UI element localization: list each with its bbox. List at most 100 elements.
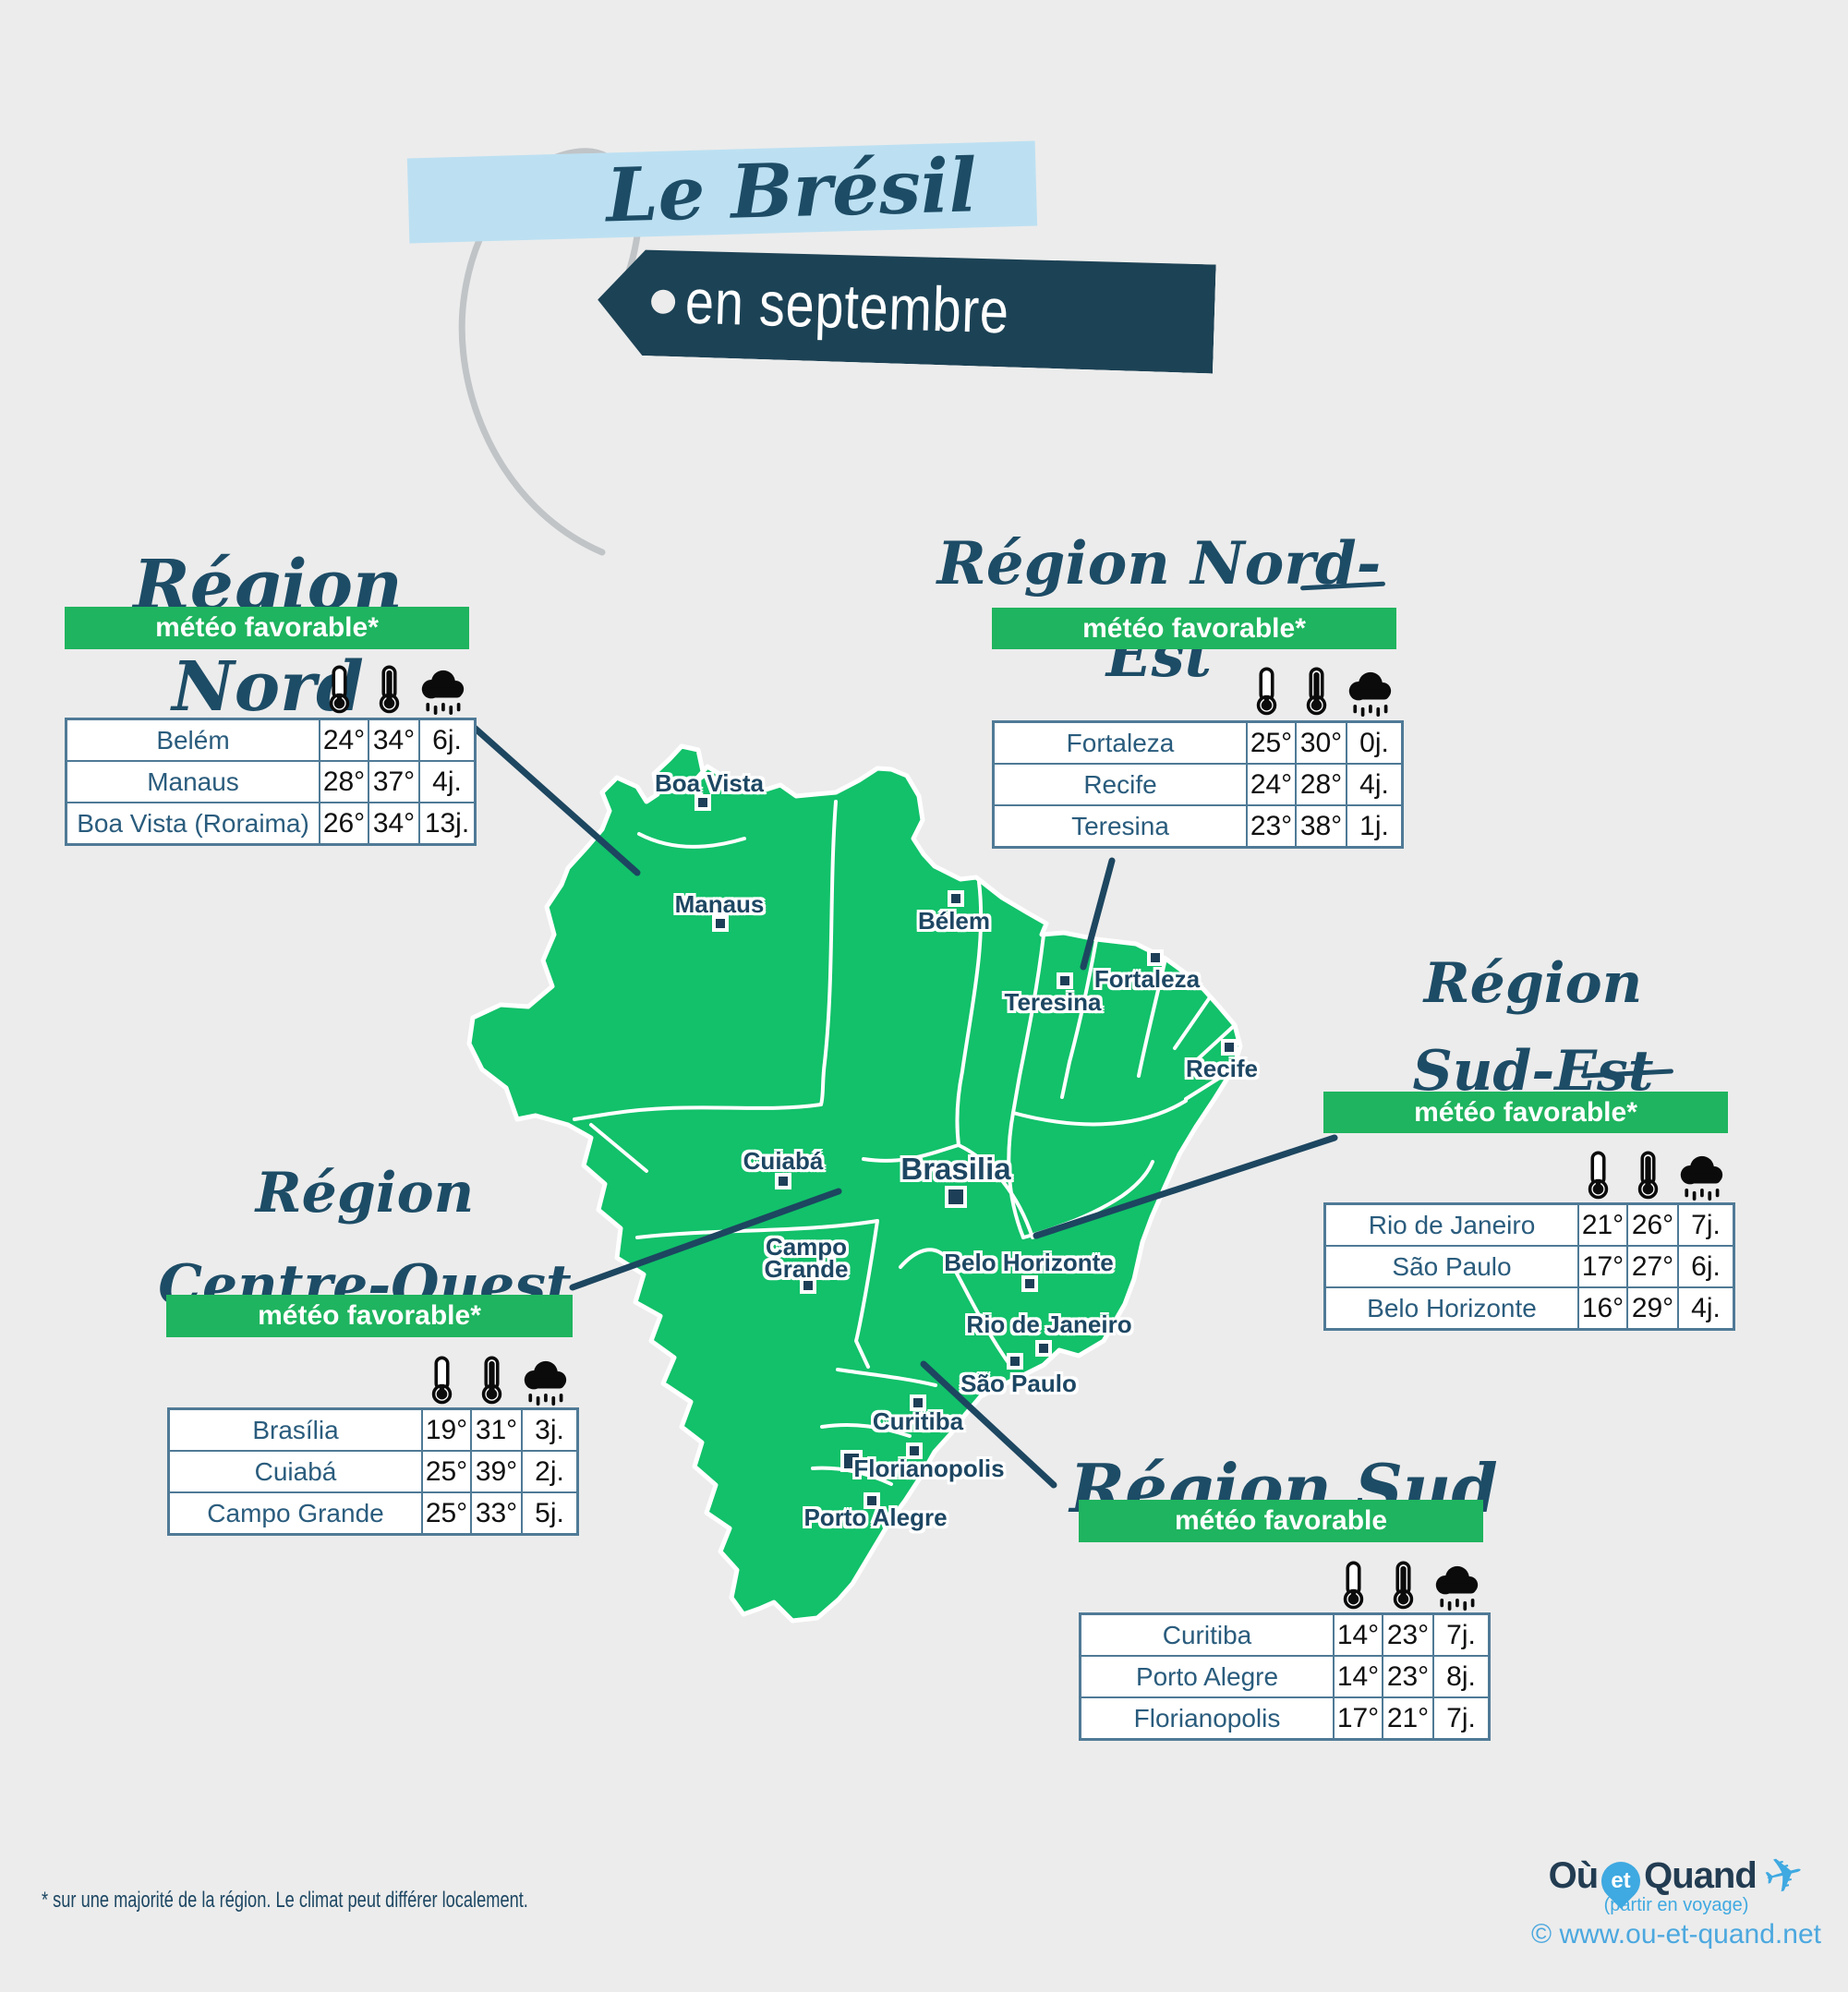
thermometer-max-icon xyxy=(466,1353,517,1406)
table-row: Belo Horizonte 16° 29° 4j. xyxy=(1326,1286,1733,1328)
city-cell: Curitiba xyxy=(1162,1620,1252,1649)
logo-tagline: (partir en voyage) xyxy=(1603,1895,1749,1915)
rain-days-cell: 4j. xyxy=(418,762,474,802)
table-row: Boa Vista (Roraima) 26° 34° 13j. xyxy=(67,802,474,843)
max-temp-cell: 27° xyxy=(1626,1247,1677,1286)
rain-days-cell: 5j. xyxy=(521,1493,576,1533)
table-row: Belém 24° 34° 6j. xyxy=(67,720,474,760)
table-row: Curitiba 14° 23° 7j. xyxy=(1081,1615,1488,1655)
table-row: Recife 24° 28° 4j. xyxy=(995,763,1401,804)
thermometer-min-icon xyxy=(1242,664,1291,717)
marker-sao-paulo xyxy=(1007,1353,1023,1370)
title-banner: Le Brésil xyxy=(406,140,1038,244)
min-temp-cell: 25° xyxy=(421,1493,470,1533)
max-temp-cell: 31° xyxy=(470,1410,521,1450)
region-title-line1: Région xyxy=(255,1160,475,1225)
table-row: Florianopolis 17° 21° 7j. xyxy=(1081,1696,1488,1738)
marker-cuiaba xyxy=(775,1173,791,1189)
max-temp-cell: 21° xyxy=(1382,1698,1432,1738)
min-temp-cell: 17° xyxy=(1333,1698,1382,1738)
city-cell: São Paulo xyxy=(1392,1251,1512,1281)
map-label-recife: Recife xyxy=(1185,1055,1259,1082)
copyright-url: © www.ou-et-quand.net xyxy=(1531,1919,1821,1950)
min-temp-cell: 17° xyxy=(1577,1247,1626,1286)
weather-badge: météo favorable* xyxy=(65,607,469,649)
connector-nord xyxy=(465,719,641,876)
region-title-line1: Région xyxy=(1423,950,1643,1016)
min-temp-cell: 28° xyxy=(319,762,368,802)
rain-days-cell: 7j. xyxy=(1677,1205,1733,1245)
rain-days-cell: 3j. xyxy=(521,1410,576,1450)
connector-sud-est xyxy=(1033,1134,1338,1239)
rain-days-cell: 8j. xyxy=(1432,1657,1488,1696)
rain-days-cell: 2j. xyxy=(521,1452,576,1491)
city-cell: Manaus xyxy=(147,767,239,796)
marker-florianopolis xyxy=(906,1443,923,1459)
thermometer-min-icon xyxy=(1574,1148,1623,1201)
city-cell: Fortaleza xyxy=(1066,728,1175,757)
map-label-campo-grande: Campo Grande xyxy=(764,1233,849,1283)
map-label-boa-vista: Boa Vista xyxy=(654,769,765,797)
connector-centre-ouest xyxy=(569,1188,842,1291)
table-row: Campo Grande 25° 33° 5j. xyxy=(170,1491,576,1533)
tag-hole-icon xyxy=(651,289,676,314)
brazil-landmass xyxy=(466,743,1243,1624)
max-temp-cell: 23° xyxy=(1382,1657,1432,1696)
city-cell: Teresina xyxy=(1071,811,1169,840)
max-temp-cell: 30° xyxy=(1295,723,1346,763)
max-temp-cell: 38° xyxy=(1295,806,1346,846)
marker-recife xyxy=(1221,1039,1238,1056)
rain-cloud-icon xyxy=(415,669,470,715)
rain-days-cell: 7j. xyxy=(1432,1698,1488,1738)
map-label-teresina: Teresina xyxy=(1004,988,1102,1016)
city-cell: Florianopolis xyxy=(1133,1703,1281,1732)
marker-curitiba xyxy=(910,1394,926,1411)
max-temp-cell: 34° xyxy=(368,803,418,843)
table-row: Fortaleza 25° 30° 0j. xyxy=(995,723,1401,763)
map-label-rio-de-janeiro: Rio de Janeiro xyxy=(966,1310,1132,1338)
weather-table: Belém 24° 34° 6j. Manaus 28° 37° 4j. Boa… xyxy=(65,718,477,846)
weather-table: Brasília 19° 31° 3j. Cuiabá 25° 39° 2j. … xyxy=(167,1407,579,1536)
table-row: Manaus 28° 37° 4j. xyxy=(67,760,474,802)
thermometer-min-icon xyxy=(417,1353,466,1406)
weather-table: Rio de Janeiro 21° 26° 7j. São Paulo 17°… xyxy=(1323,1202,1735,1331)
city-cell: Recife xyxy=(1083,769,1157,799)
rain-days-cell: 0j. xyxy=(1346,723,1401,763)
marker-porto-alegre xyxy=(864,1492,880,1509)
table-row: Brasília 19° 31° 3j. xyxy=(170,1410,576,1450)
rain-days-cell: 13j. xyxy=(418,803,474,843)
month-tag-label: en septembre xyxy=(683,266,1010,347)
city-cell: Rio de Janeiro xyxy=(1368,1210,1536,1239)
rain-cloud-icon xyxy=(1429,1564,1484,1611)
thermometer-max-icon xyxy=(364,662,415,715)
connector-nord-est xyxy=(1080,857,1116,971)
connector-sud xyxy=(920,1360,1057,1489)
max-temp-cell: 39° xyxy=(470,1452,521,1491)
footnote: * sur une majorité de la région. Le clim… xyxy=(42,1888,528,1913)
min-temp-cell: 23° xyxy=(1246,806,1295,846)
min-temp-cell: 19° xyxy=(421,1410,470,1450)
city-cell: Cuiabá xyxy=(254,1456,337,1486)
marker-brasilia xyxy=(945,1186,967,1208)
min-temp-cell: 14° xyxy=(1333,1615,1382,1655)
city-markers xyxy=(695,794,1238,1509)
city-cell: Porto Alegre xyxy=(1135,1661,1279,1691)
min-temp-cell: 25° xyxy=(421,1452,470,1491)
city-cell: Belém xyxy=(156,725,230,755)
max-temp-cell: 29° xyxy=(1626,1288,1677,1328)
table-row: Cuiabá 25° 39° 2j. xyxy=(170,1450,576,1491)
map-label-florianopolis: Florianopolis xyxy=(853,1455,1005,1482)
min-temp-cell: 16° xyxy=(1577,1288,1626,1328)
page-title: Le Brésil xyxy=(604,141,978,239)
city-cell: Brasília xyxy=(252,1415,339,1444)
marker-belem xyxy=(948,890,964,907)
rain-cloud-icon xyxy=(517,1359,573,1406)
table-row: Porto Alegre 14° 23° 8j. xyxy=(1081,1655,1488,1696)
weather-badge: météo favorable* xyxy=(1323,1092,1728,1133)
thermometer-max-icon xyxy=(1623,1148,1673,1201)
ou-et-quand-logo: Où et Quand ✈ xyxy=(1524,1843,1829,1909)
rain-days-cell: 4j. xyxy=(1346,765,1401,804)
map-label-cuiaba: Cuiabá xyxy=(743,1147,824,1175)
table-row: Teresina 23° 38° 1j. xyxy=(995,804,1401,846)
